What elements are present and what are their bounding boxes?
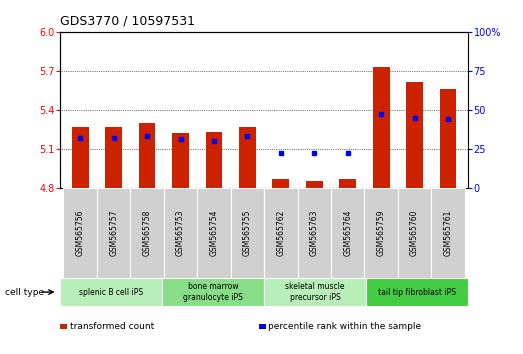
Bar	[130, 188, 164, 278]
Bar	[298, 188, 331, 278]
Bar	[373, 67, 390, 188]
Bar	[259, 324, 266, 329]
Bar	[339, 178, 356, 188]
Bar	[431, 188, 465, 278]
Bar	[206, 132, 222, 188]
Text: GSM565756: GSM565756	[76, 210, 85, 256]
Text: GSM565764: GSM565764	[343, 210, 352, 256]
Bar	[272, 178, 289, 188]
Text: tail tip fibroblast iPS: tail tip fibroblast iPS	[378, 287, 456, 297]
Bar	[60, 324, 67, 329]
Bar	[164, 188, 197, 278]
Text: GSM565755: GSM565755	[243, 210, 252, 256]
Bar	[172, 133, 189, 188]
Bar	[197, 188, 231, 278]
Bar	[440, 89, 457, 188]
Bar	[72, 127, 88, 188]
Bar	[264, 278, 366, 306]
Text: GSM565763: GSM565763	[310, 210, 319, 256]
Text: GDS3770 / 10597531: GDS3770 / 10597531	[60, 15, 195, 28]
Text: GSM565754: GSM565754	[209, 210, 219, 256]
Bar	[331, 188, 365, 278]
Bar	[139, 123, 155, 188]
Bar	[366, 278, 468, 306]
Bar	[264, 188, 298, 278]
Bar	[231, 188, 264, 278]
Bar	[162, 278, 264, 306]
Text: GSM565757: GSM565757	[109, 210, 118, 256]
Text: percentile rank within the sample: percentile rank within the sample	[268, 322, 422, 331]
Bar	[105, 127, 122, 188]
Text: transformed count: transformed count	[70, 322, 154, 331]
Bar	[60, 278, 162, 306]
Text: GSM565761: GSM565761	[444, 210, 452, 256]
Text: GSM565753: GSM565753	[176, 210, 185, 256]
Text: cell type: cell type	[5, 287, 44, 297]
Text: GSM565760: GSM565760	[410, 210, 419, 256]
Bar	[406, 82, 423, 188]
Text: GSM565758: GSM565758	[143, 210, 152, 256]
Bar	[97, 188, 130, 278]
Bar	[306, 181, 323, 188]
Bar	[398, 188, 431, 278]
Bar	[63, 188, 97, 278]
Text: bone marrow
granulocyte iPS: bone marrow granulocyte iPS	[183, 282, 243, 302]
Text: skeletal muscle
precursor iPS: skeletal muscle precursor iPS	[286, 282, 345, 302]
Bar	[365, 188, 398, 278]
Bar	[239, 127, 256, 188]
Text: GSM565762: GSM565762	[276, 210, 286, 256]
Text: splenic B cell iPS: splenic B cell iPS	[79, 287, 143, 297]
Text: GSM565759: GSM565759	[377, 210, 385, 256]
